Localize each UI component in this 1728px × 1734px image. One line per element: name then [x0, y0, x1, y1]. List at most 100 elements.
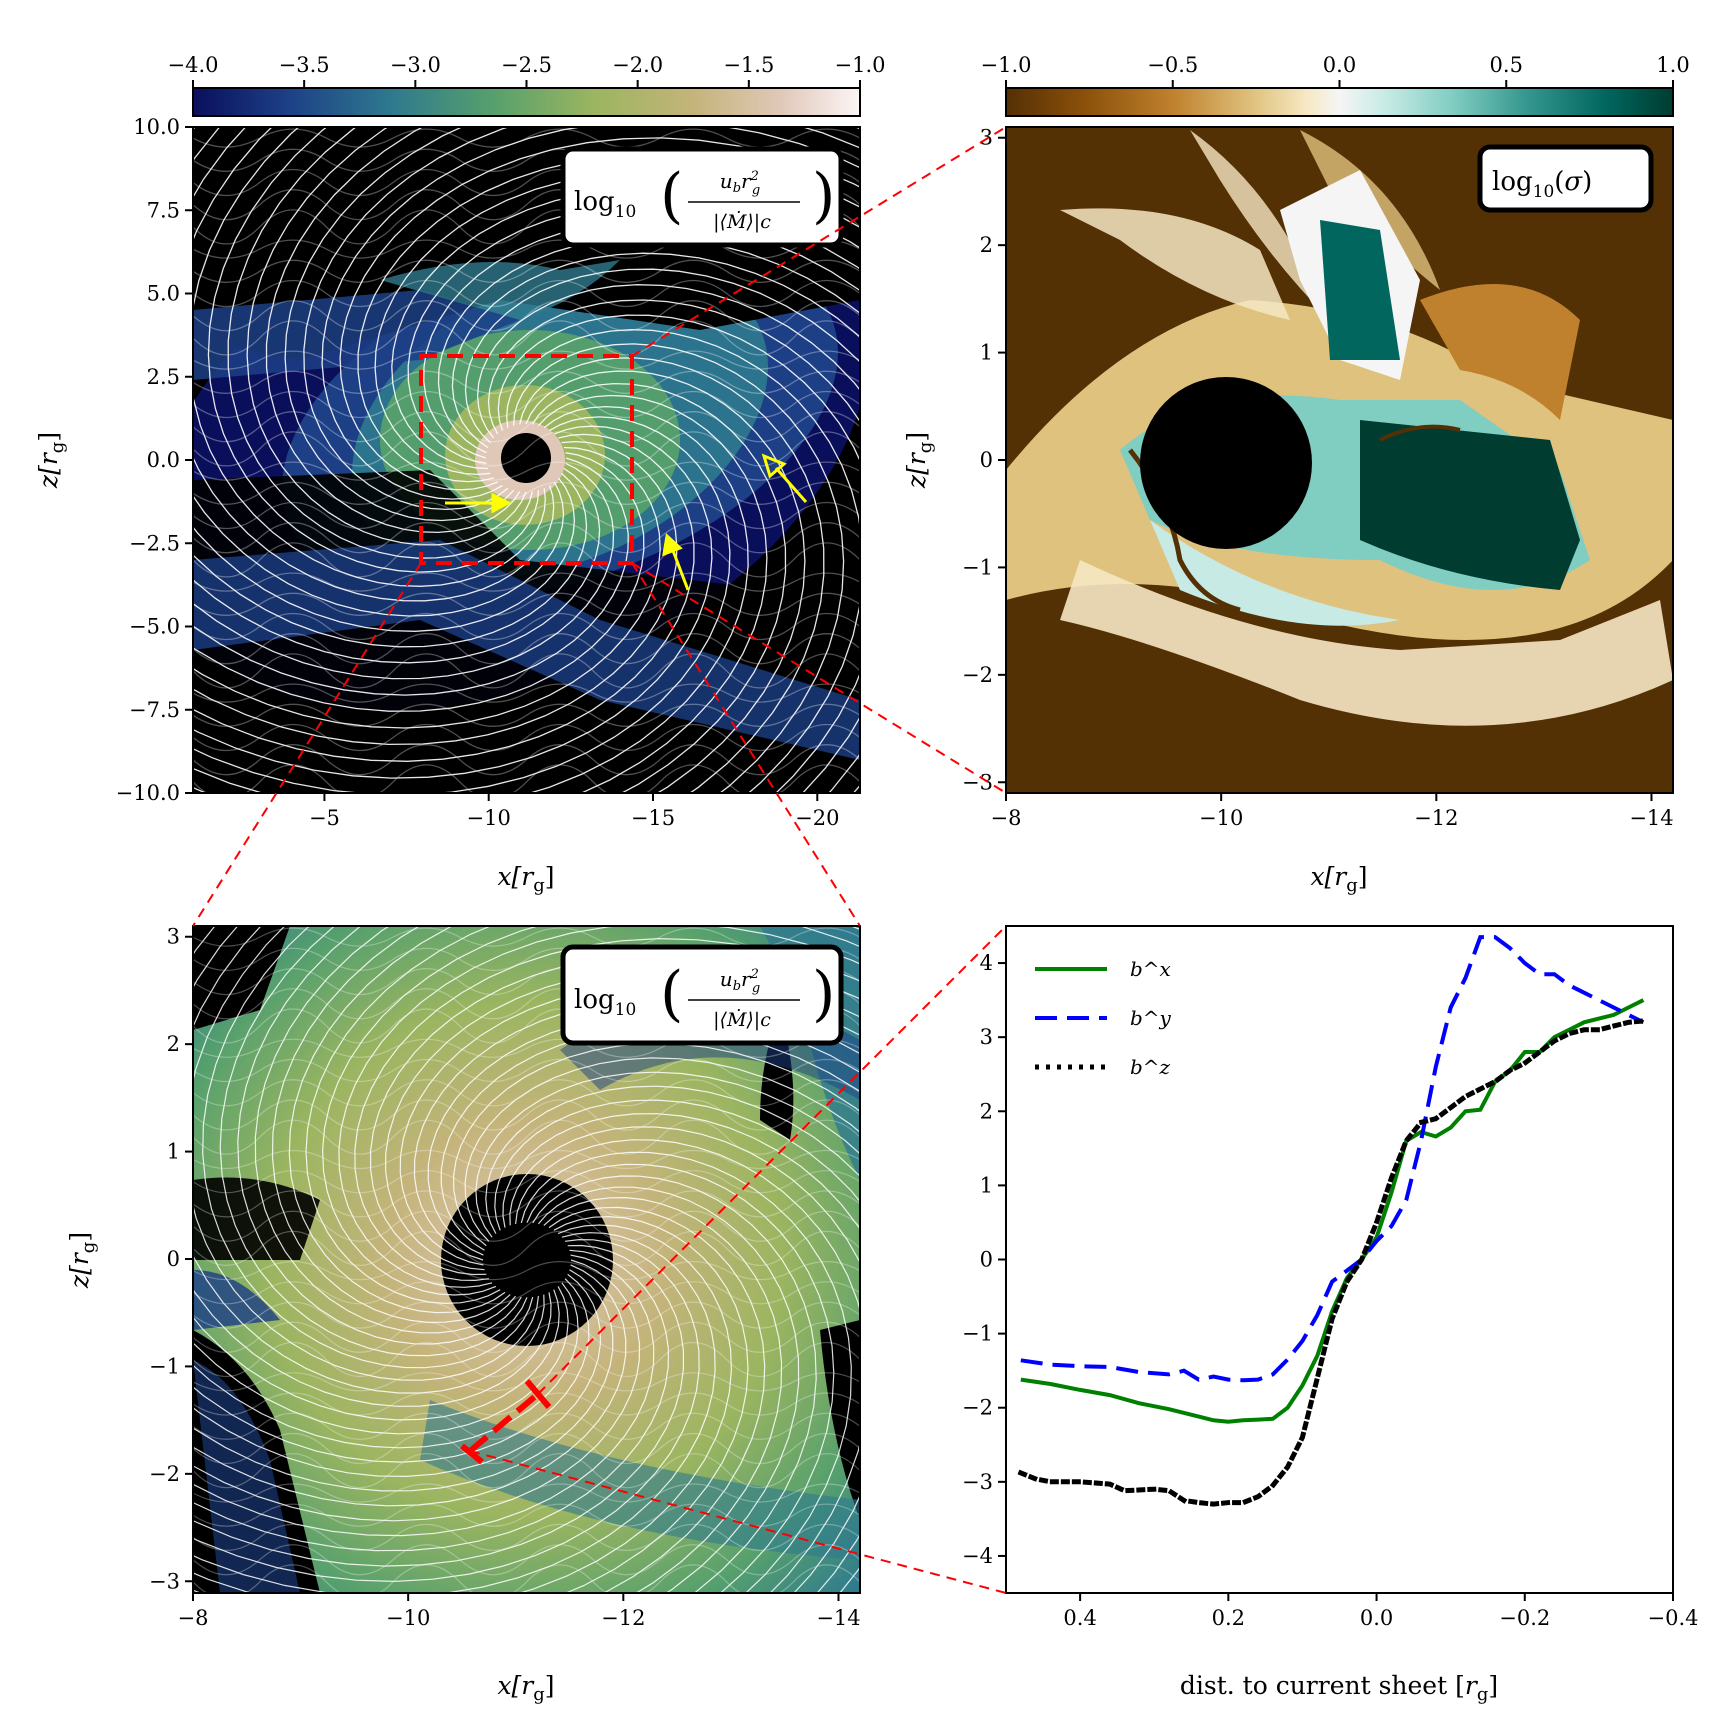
svg-text:): ) [812, 959, 835, 1029]
ylabel-bottom-left: z[rg] [65, 1232, 99, 1289]
colorbar-a-tick-label: −3.0 [390, 53, 441, 77]
y-lp-tick-label: −1 [962, 1322, 993, 1346]
colorbar-top-right-ticks: −1.0 −0.5 0.0 0.5 1.0 [981, 53, 1690, 88]
colorbar-top-left-ticks: −4.0 −3.5 −3.0 −2.5 −2.0 −1.5 −1.0 [168, 53, 886, 88]
svg-text:log10: log10 [574, 985, 636, 1020]
y-tl-tick-label: 5.0 [147, 282, 180, 306]
y-tr-tick-label: 2 [980, 233, 993, 257]
x-tl-tick-label: −15 [631, 806, 675, 830]
x-tl-tick-label: −5 [309, 806, 340, 830]
y-axis-top-right: 3 2 1 0 −1 −2 −3 [962, 126, 1006, 794]
colorbar-a-tick-label: −1.0 [835, 53, 886, 77]
zoom-connectors [192, 126, 1007, 1594]
colorbar-a-tick-label: −4.0 [168, 53, 219, 77]
xlabel-bottom-left: x[rg] [497, 1671, 554, 1705]
y-tr-tick-label: −3 [962, 770, 993, 794]
x-axis-bottom-left: −8 −10 −12 −14 [178, 1593, 861, 1630]
panel-top-right: −1.0 −0.5 0.0 0.5 1.0 3 2 1 0 −1 −2 −3 −8 −10 −1 2 −14… [902, 53, 1690, 896]
colorbar-b-tick-label: 1.0 [1656, 53, 1689, 77]
colorbar-top-left [192, 87, 861, 117]
y-axis-top-left: 10.0 7.5 5.0 2.5 0.0 −2.5 −5.0 −7.5 −10.0 [116, 115, 193, 805]
x-lp-tick-label: 0.4 [1063, 1606, 1096, 1630]
label-box-top-left: log10 ( ) ubr2 g |⟨Ṁ⟩|c [560, 146, 844, 248]
y-lp-tick-label: 4 [980, 951, 993, 975]
y-axis-bottom-left: 3 2 1 0 −1 −2 −3 [149, 925, 193, 1593]
zoom-box [419, 354, 634, 565]
x-axis-line-plot: 0.4 0.2 0.0 −0.2 −0.4 [1063, 1593, 1699, 1630]
x-tr-tick-label: −8 [991, 806, 1022, 830]
svg-text:|⟨Ṁ⟩|c: |⟨Ṁ⟩|c [713, 1008, 771, 1031]
y-tl-tick-label: −5.0 [129, 615, 180, 639]
y-lp-tick-label: 3 [980, 1025, 993, 1049]
y-bl-tick-label: 2 [167, 1032, 180, 1056]
y-lp-tick-label: 0 [980, 1248, 993, 1272]
label-box-bottom-left: log10 ( ) ubr2 g |⟨Ṁ⟩|c [560, 944, 844, 1046]
y-lp-tick-label: −3 [962, 1470, 993, 1494]
x-tl-tick-label: −10 [467, 806, 511, 830]
y-lp-tick-label: 1 [980, 1173, 993, 1197]
colorbar-b-tick-label: 0.0 [1323, 53, 1356, 77]
y-tr-tick-label: 3 [980, 126, 993, 150]
x-bl-tick-label: −10 [386, 1606, 430, 1630]
colorbar-b-tick-label: 0.5 [1490, 53, 1523, 77]
y-tl-tick-label: −10.0 [116, 781, 180, 805]
xlabel-line-plot: dist. to current sheet [rg] [1180, 1671, 1498, 1705]
svg-text:|⟨Ṁ⟩|c: |⟨Ṁ⟩|c [713, 210, 771, 233]
x-bl-tick-label: −8 [178, 1606, 209, 1630]
x-tr-tick-label: −10 [1199, 806, 1243, 830]
annotation-arrows [445, 453, 808, 591]
y-tr-tick-label: −1 [962, 555, 993, 579]
x-lp-tick-label: 0.0 [1360, 1606, 1393, 1630]
series-line-2 [1017, 1018, 1647, 1507]
colorbar-a-tick-label: −2.5 [501, 53, 552, 77]
y-tl-tick-label: 2.5 [147, 365, 180, 389]
x-bl-tick-label: −14 [816, 1606, 860, 1630]
heatmap-top-right [1006, 127, 1673, 793]
series-line-1 [1020, 935, 1645, 1383]
x-tr-tick-label: −14 [1629, 806, 1673, 830]
y-tr-tick-label: −2 [962, 663, 993, 687]
y-axis-line-plot: 4 3 2 1 0 −1 −2 −3 −4 [962, 951, 1006, 1568]
y-lp-tick-label: 2 [980, 1099, 993, 1123]
colorbar-a-tick-label: −1.5 [723, 53, 774, 77]
heatmap-bottom-left [193, 926, 860, 1593]
y-bl-tick-label: 3 [167, 925, 180, 949]
xlabel-top-right: x[rg] [1310, 862, 1367, 896]
legend: b^x b^y b^z [1035, 957, 1172, 1079]
x-axis-top-left: −5 −10 −15 −20 [309, 793, 839, 830]
series-line-0 [1020, 998, 1645, 1424]
y-bl-tick-label: −2 [149, 1462, 180, 1486]
svg-text:): ) [812, 161, 835, 231]
y-bl-tick-label: −3 [149, 1569, 180, 1593]
y-tr-tick-label: 0 [980, 448, 993, 472]
y-tl-tick-label: −7.5 [129, 698, 180, 722]
ylabel-top-right: z[rg] [902, 432, 936, 489]
y-tl-tick-label: 7.5 [147, 198, 180, 222]
x-tl-tick-label: −20 [795, 806, 839, 830]
x-bl-tick-label: −12 [601, 1606, 645, 1630]
y-bl-tick-label: 1 [167, 1140, 180, 1164]
ylabel-top-left: z[rg] [34, 432, 68, 489]
y-tr-tick-label: 1 [980, 341, 993, 365]
x-axis-top-right: −8 −10 −12 −14 [991, 793, 1674, 830]
legend-label-2: b^z [1130, 1055, 1171, 1079]
y-lp-tick-label: −4 [962, 1544, 993, 1568]
svg-text:log10(σ): log10(σ) [1492, 167, 1592, 202]
panel-bottom-right: 4 3 2 1 0 −1 −2 −3 −4 0.4 0.2 0.0 −0.2 −0.4 dist. to… [962, 925, 1699, 1705]
line-plot [1017, 935, 1647, 1507]
colorbar-b-tick-label: −0.5 [1147, 53, 1198, 77]
colorbar-a-tick-label: −2.0 [612, 53, 663, 77]
colorbar-top-right [1005, 87, 1674, 117]
y-tl-tick-label: 10.0 [133, 115, 180, 139]
label-box-top-right: log10(σ) [1477, 144, 1654, 213]
y-tl-tick-label: 0.0 [147, 448, 180, 472]
colorbar-b-tick-label: −1.0 [981, 53, 1032, 77]
xlabel-top-left: x[rg] [497, 862, 554, 896]
x-lp-tick-label: 0.2 [1212, 1606, 1245, 1630]
x-lp-tick-label: −0.2 [1499, 1606, 1550, 1630]
panel-bottom-left: 3 2 1 0 −1 −2 −3 −8 −10 −12 −14 x[rg] z[rg] log10… [65, 925, 861, 1705]
svg-text:(: ( [660, 959, 683, 1029]
x-lp-tick-label: −0.4 [1648, 1606, 1699, 1630]
